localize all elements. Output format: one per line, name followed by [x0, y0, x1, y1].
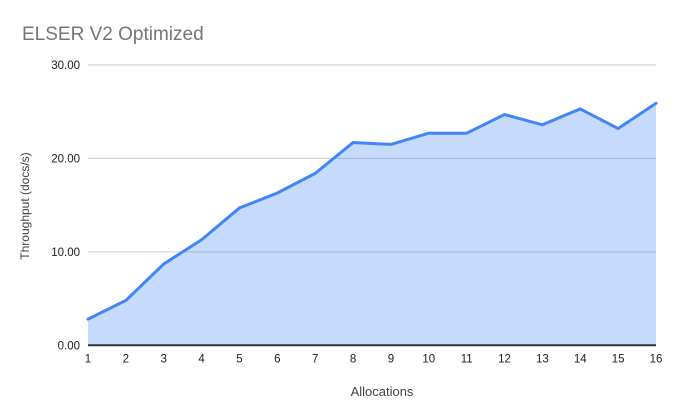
x-tick-label: 15 — [612, 353, 625, 365]
x-tick-label: 5 — [236, 353, 242, 365]
x-tick-label: 1 — [85, 353, 91, 365]
x-axis-title: Allocations — [350, 384, 414, 399]
y-tick-label: 0.00 — [58, 340, 80, 352]
x-tick-label: 6 — [274, 353, 280, 365]
y-tick-label: 10.00 — [51, 247, 80, 259]
x-tick-label: 8 — [350, 353, 356, 365]
chart-title: ELSER V2 Optimized — [22, 24, 204, 45]
x-tick-label: 9 — [388, 353, 394, 365]
x-tick-label: 7 — [312, 353, 318, 365]
x-tick-label: 12 — [498, 353, 511, 365]
y-tick-label: 20.00 — [51, 153, 80, 165]
x-tick-label: 11 — [461, 353, 473, 365]
x-tick-label: 13 — [536, 353, 549, 365]
x-tick-label: 2 — [123, 353, 129, 365]
series-line — [86, 101, 658, 321]
x-tick-label: 14 — [574, 353, 587, 365]
x-tick-label: 10 — [422, 353, 435, 365]
x-tick-label: 4 — [198, 353, 205, 365]
area-fill — [88, 103, 656, 346]
y-tick-label: 30.00 — [51, 60, 80, 72]
x-tick-label: 16 — [650, 353, 663, 365]
x-tick-label: 3 — [161, 353, 167, 365]
